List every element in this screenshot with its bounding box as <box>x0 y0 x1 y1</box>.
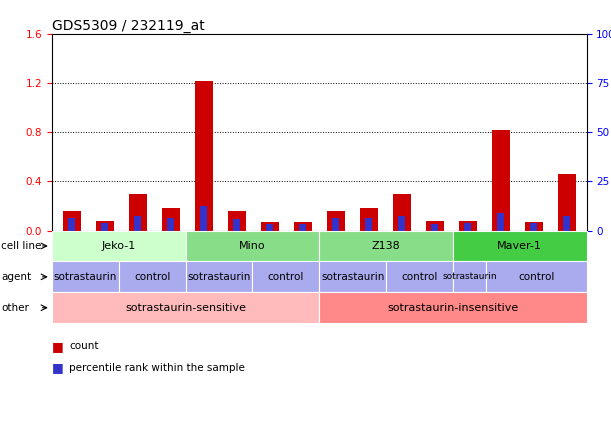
Bar <box>200 206 207 231</box>
Bar <box>96 221 114 231</box>
Bar <box>228 211 246 231</box>
Bar <box>530 223 537 231</box>
Bar <box>393 194 411 231</box>
Bar <box>68 218 75 231</box>
Bar <box>294 222 312 231</box>
Text: percentile rank within the sample: percentile rank within the sample <box>69 363 245 373</box>
Text: control: control <box>134 272 170 282</box>
Bar <box>332 218 339 231</box>
Text: control: control <box>518 272 555 282</box>
Bar <box>398 216 405 231</box>
Text: sotrastaurin: sotrastaurin <box>188 272 251 282</box>
Text: count: count <box>69 341 98 352</box>
Text: control: control <box>268 272 304 282</box>
Bar <box>63 211 81 231</box>
Bar <box>525 222 543 231</box>
Text: control: control <box>401 272 437 282</box>
Text: agent: agent <box>1 272 31 282</box>
Bar <box>233 220 240 231</box>
Bar <box>261 222 279 231</box>
Bar <box>464 223 471 231</box>
Text: sotrastaurin: sotrastaurin <box>321 272 384 282</box>
Bar <box>365 218 372 231</box>
Text: Mino: Mino <box>239 241 266 251</box>
Text: ■: ■ <box>52 340 64 353</box>
Bar <box>167 218 174 231</box>
Bar <box>360 209 378 231</box>
Bar <box>426 221 444 231</box>
Bar <box>299 224 306 231</box>
Bar <box>431 224 438 231</box>
Text: GDS5309 / 232119_at: GDS5309 / 232119_at <box>52 19 205 33</box>
Bar <box>492 130 510 231</box>
Text: sotrastaurin-insensitive: sotrastaurin-insensitive <box>387 303 519 313</box>
Bar <box>459 221 477 231</box>
Text: Jeko-1: Jeko-1 <box>101 241 136 251</box>
Bar <box>266 224 273 231</box>
Bar <box>497 213 504 231</box>
Text: sotrastaurin: sotrastaurin <box>54 272 117 282</box>
Bar <box>162 209 180 231</box>
Bar <box>101 223 108 231</box>
Bar <box>129 194 147 231</box>
Text: sotrastaurin-sensitive: sotrastaurin-sensitive <box>125 303 246 313</box>
Bar <box>195 80 213 231</box>
Text: Maver-1: Maver-1 <box>497 241 542 251</box>
Bar <box>563 216 570 231</box>
Text: sotrastaurin: sotrastaurin <box>442 272 497 281</box>
Bar <box>134 216 141 231</box>
Text: other: other <box>1 303 29 313</box>
Bar <box>558 174 576 231</box>
Text: cell line: cell line <box>1 241 42 251</box>
Text: ■: ■ <box>52 361 64 374</box>
Text: Z138: Z138 <box>371 241 400 251</box>
Bar <box>327 211 345 231</box>
